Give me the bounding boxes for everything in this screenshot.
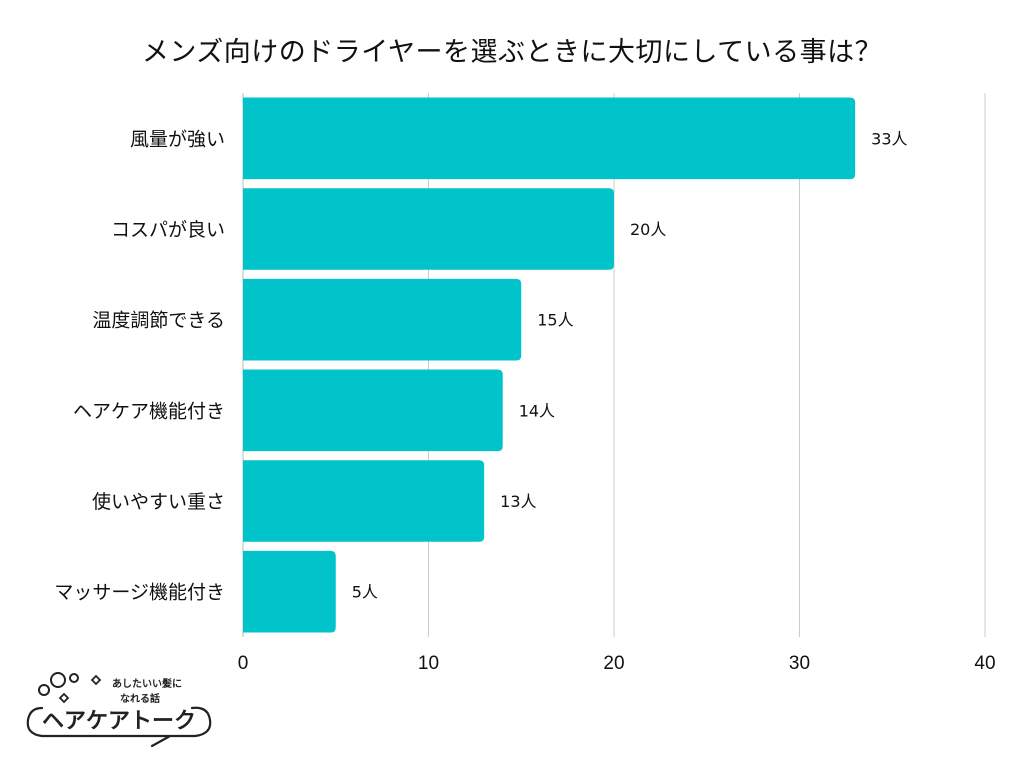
sparkle-icon — [90, 674, 102, 686]
grid-lines — [242, 93, 986, 637]
chart-title: メンズ向けのドライヤーを選ぶときに大切にしている事は？ — [141, 37, 883, 68]
bubble-dot-icon — [50, 672, 66, 688]
logo-tagline-line2: なれる話 — [120, 692, 160, 705]
speech-bubble-icon — [26, 706, 212, 748]
logo-main-text: ヘアケアトーク — [42, 709, 196, 734]
logo-tagline-line1: あしたいい髪に — [112, 677, 182, 690]
x-tick-labels: 0 10 20 30 40 — [238, 653, 996, 674]
value-labels: 33人 20人 15人 14人 13人 5人 — [352, 129, 908, 601]
x-tick-label: 40 — [974, 653, 995, 674]
category-label: コスパが良い — [111, 219, 225, 241]
bar — [243, 460, 485, 542]
bar — [243, 97, 856, 180]
bubble-dot-icon — [38, 684, 50, 696]
hair-care-talk-logo: あしたいい髪に なれる話 ヘアケアトーク — [26, 672, 212, 748]
bar — [243, 278, 522, 361]
bar — [243, 188, 614, 270]
x-tick-label: 10 — [418, 653, 439, 674]
value-label: 5人 — [352, 583, 378, 602]
value-label: 15人 — [537, 311, 573, 330]
x-tick-label: 0 — [238, 653, 249, 674]
category-label: 風量が強い — [130, 128, 225, 150]
value-label: 20人 — [630, 220, 666, 239]
bubble-dot-icon — [69, 673, 79, 683]
bar — [243, 550, 336, 633]
category-labels: 風量が強いコスパが良い温度調節できるヘアケア機能付き使いやすい重さマッサージ機能… — [54, 128, 225, 603]
bars — [243, 97, 856, 633]
sparkle-icon — [58, 692, 70, 704]
value-label: 14人 — [519, 401, 555, 420]
category-label: 温度調節できる — [92, 310, 225, 332]
category-label: 使いやすい重さ — [92, 491, 225, 513]
value-label: 13人 — [500, 492, 536, 511]
x-tick-label: 30 — [789, 653, 810, 674]
value-label: 33人 — [871, 129, 907, 148]
category-label: ヘアケア機能付き — [73, 400, 225, 422]
category-label: マッサージ機能付き — [54, 582, 225, 604]
bar — [243, 369, 503, 452]
x-tick-label: 20 — [603, 653, 624, 674]
